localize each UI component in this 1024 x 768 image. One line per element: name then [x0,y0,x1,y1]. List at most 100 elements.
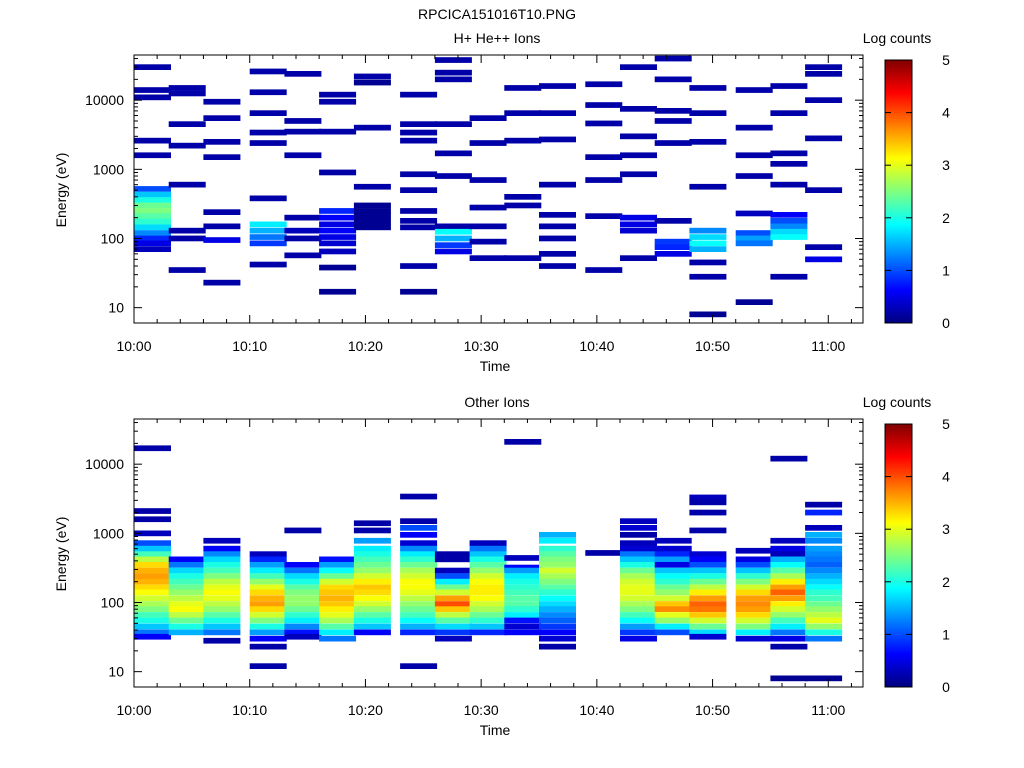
colorbar-tick-label: 2 [942,210,950,226]
heatmap-cell [434,69,472,76]
heatmap-cell [168,578,206,585]
heatmap-cell [168,567,206,574]
heatmap-cell [168,584,206,591]
heatmap-cell [434,589,472,596]
heatmap-cell [400,171,438,178]
heatmap-cell [805,629,843,636]
heatmap-cell [249,68,287,75]
heatmap-cell [735,578,773,585]
heatmap-cell [805,545,843,552]
heatmap-cell [134,218,171,225]
heatmap-cell [539,562,576,568]
heatmap-cell [539,643,576,650]
heatmap-cell [654,238,692,245]
heatmap-cell [469,204,507,211]
heatmap-cell [770,629,808,636]
heatmap-cell [284,71,322,77]
heatmap-cell [203,223,241,230]
heatmap-cell [434,629,472,636]
heatmap-cell [168,601,206,607]
colorbar-tick-label: 5 [942,416,950,432]
heatmap-cell [689,606,727,612]
heatmap-cell [319,214,357,221]
heatmap-cell [400,532,438,538]
heatmap-cell [353,578,391,585]
heatmap-cell [353,573,391,579]
heatmap-cell [805,584,843,591]
heatmap-cell [469,562,507,568]
heatmap-cell [134,202,171,209]
heatmap-cell [134,516,171,523]
heatmap-cell [353,595,391,602]
heatmap-cell [249,221,287,228]
heatmap-cell [400,556,438,563]
heatmap-cell [770,612,808,618]
heatmap-cell [689,110,727,116]
heatmap-cell [469,540,507,546]
x-tick-label: 10:00 [116,702,151,718]
heatmap-cell [539,635,576,642]
heatmap-cell [134,152,171,159]
heatmap-cell [134,540,171,546]
heatmap-cell [284,601,322,607]
heatmap-cell [203,629,241,636]
heatmap-cell [353,567,391,574]
heatmap-cell [770,218,808,224]
x-tick-label: 10:10 [232,702,267,718]
heatmap-cell [319,91,357,98]
heatmap-cell [319,623,357,630]
heatmap-cell [735,635,773,642]
x-tick-label: 10:40 [579,338,614,354]
heatmap-cell [689,589,727,596]
heatmap-cell [770,273,808,280]
heatmap-cell [620,623,657,630]
y-tick-label: 10 [108,664,124,680]
heatmap-cell [539,623,576,630]
heatmap-cell [504,110,542,116]
heatmap-cell [434,121,472,127]
heatmap-cell [805,562,843,568]
heatmap-cell [203,545,241,552]
heatmap-cell [134,629,171,636]
heatmap-cell [504,629,542,636]
heatmap-cell [400,629,438,636]
colorbar-tick-label: 3 [942,157,950,173]
heatmap-cell [284,252,322,259]
heatmap-cell [620,601,657,607]
heatmap-cell [203,589,241,596]
heatmap-cell [539,537,576,544]
heatmap-cell [735,612,773,618]
heatmap-cell [319,169,357,176]
heatmap-cell [620,556,657,563]
plot-frame [133,54,864,324]
heatmap-cell [539,617,576,624]
heatmap-cell [539,612,576,618]
heatmap-cell [434,606,472,612]
y-tick-label: 10 [108,300,124,316]
heatmap-cell [353,520,391,527]
heatmap-cell [805,635,843,642]
heatmap-cell [620,214,657,221]
x-tick-label: 11:00 [811,338,845,354]
heatmap-cell [469,556,507,563]
colorbar-label: Log counts [863,394,932,410]
heatmap-cell [689,311,727,318]
heatmap-cell [353,73,391,80]
heatmap-cell [434,228,472,235]
heatmap-cell [400,224,438,231]
heatmap-cell [805,537,843,544]
heatmap-cell [504,137,542,144]
heatmap-cell [469,578,507,585]
heatmap-cell [400,545,438,552]
heatmap-cell [284,617,322,624]
heatmap-cell [770,181,808,188]
heatmap-cell [284,573,322,579]
heatmap-cell [539,584,576,591]
heatmap-cell [353,213,391,219]
heatmap-cell [654,623,692,630]
heatmap-cells [134,55,843,318]
heatmap-cell [689,633,727,640]
heatmap-cell [319,629,357,636]
heatmap-cell [168,121,206,127]
